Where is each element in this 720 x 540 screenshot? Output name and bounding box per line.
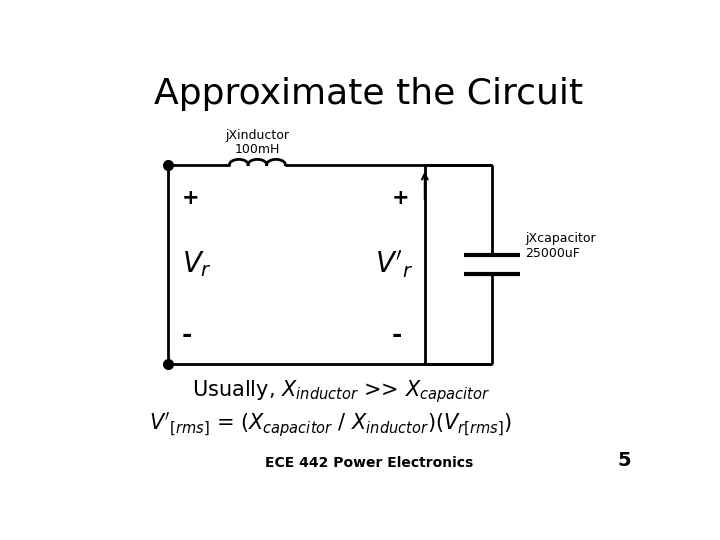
Text: Usually, $X_{inductor}$ >> $X_{capacitor}$: Usually, $X_{inductor}$ >> $X_{capacitor… <box>192 378 490 404</box>
Text: ECE 442 Power Electronics: ECE 442 Power Electronics <box>265 456 473 470</box>
Text: Approximate the Circuit: Approximate the Circuit <box>154 77 584 111</box>
Text: $V_r$: $V_r$ <box>182 249 212 279</box>
Text: +: + <box>392 188 409 208</box>
Text: $V'_r$: $V'_r$ <box>374 248 413 280</box>
Text: jXinductor: jXinductor <box>225 129 289 141</box>
Text: -: - <box>392 323 402 347</box>
Text: $V'_{[rms]}$ = $(X_{capacitor}$ / $X_{inductor})(V_{r[rms]})$: $V'_{[rms]}$ = $(X_{capacitor}$ / $X_{in… <box>148 410 511 439</box>
Text: 100mH: 100mH <box>235 143 280 156</box>
Text: 25000uF: 25000uF <box>526 247 580 260</box>
Text: +: + <box>182 188 199 208</box>
Text: jXcapacitor: jXcapacitor <box>526 232 596 245</box>
Text: -: - <box>182 323 192 347</box>
Text: 5: 5 <box>618 451 631 470</box>
